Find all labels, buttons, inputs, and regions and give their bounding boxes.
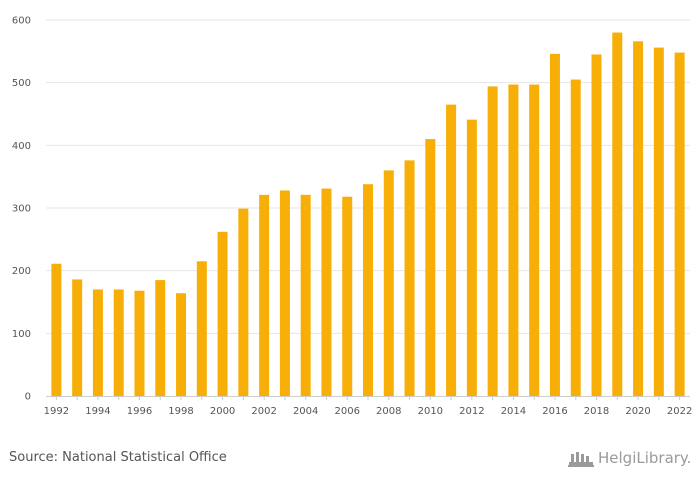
bar-1999[interactable] [196, 261, 207, 396]
bar-2002[interactable] [259, 194, 270, 396]
helgi-library-logo[interactable]: HelgiLibrary. [568, 447, 692, 469]
bar-2005[interactable] [321, 188, 332, 396]
bar-2015[interactable] [529, 84, 540, 397]
bar-2013[interactable] [487, 86, 498, 396]
y-tick-label: 300 [12, 204, 31, 215]
bar-1997[interactable] [155, 280, 166, 396]
y-axis-tick-labels: 0 100 200 300 400 500 600 [12, 16, 31, 403]
x-tick-label: 2000 [210, 406, 235, 417]
y-tick-label: 0 [25, 392, 31, 403]
x-tick-label: 2014 [501, 406, 526, 417]
x-tick-label: 2008 [376, 406, 401, 417]
bar-1995[interactable] [113, 289, 124, 396]
x-tick-label: 2020 [625, 406, 650, 417]
bar-2018[interactable] [591, 54, 602, 396]
bar-2010[interactable] [425, 139, 436, 397]
x-tick-label: 1996 [127, 406, 152, 417]
bar-2022[interactable] [674, 52, 685, 396]
bars [51, 32, 685, 397]
x-tick-label: 2002 [251, 406, 276, 417]
bar-2012[interactable] [466, 119, 477, 396]
y-tick-label: 200 [12, 266, 31, 277]
bar-2020[interactable] [633, 41, 644, 396]
y-tick-label: 500 [12, 78, 31, 89]
x-tick-label: 2018 [584, 406, 609, 417]
bar-chart: 0 100 200 300 400 500 600 1992 1994 1996 1998 2000… [12, 16, 693, 418]
bar-2000[interactable] [217, 231, 228, 396]
y-tick-label: 600 [12, 16, 31, 27]
x-tick-label: 2022 [667, 406, 692, 417]
bar-2014[interactable] [508, 84, 519, 397]
x-tick-label: 1992 [44, 406, 69, 417]
bar-2007[interactable] [363, 184, 373, 396]
bar-1996[interactable] [134, 290, 145, 396]
source-note: Source: National Statistical Office [9, 450, 227, 465]
bar-2001[interactable] [238, 208, 249, 396]
x-tick-label: 2004 [293, 406, 318, 417]
x-tick-label: 2016 [542, 406, 567, 417]
bar-1992[interactable] [51, 263, 62, 396]
bar-2011[interactable] [446, 104, 457, 396]
bar-1998[interactable] [176, 293, 187, 396]
bar-1994[interactable] [92, 289, 103, 396]
library-building-icon [568, 452, 594, 467]
bar-2006[interactable] [342, 196, 353, 396]
x-axis [46, 396, 690, 400]
y-tick-label: 100 [12, 329, 31, 340]
bar-1993[interactable] [72, 279, 83, 396]
bar-2016[interactable] [549, 53, 560, 397]
bar-2008[interactable] [383, 170, 394, 396]
x-tick-label: 2010 [418, 406, 443, 417]
x-axis-tick-labels: 1992 1994 1996 1998 2000 2002 2004 2006 2008 2010… [44, 406, 693, 417]
y-tick-label: 400 [12, 141, 31, 152]
bar-2021[interactable] [653, 47, 664, 396]
bar-2017[interactable] [570, 79, 581, 397]
x-tick-label: 2012 [459, 406, 484, 417]
bar-2003[interactable] [279, 190, 290, 396]
bar-2019[interactable] [612, 32, 623, 397]
brand-name: HelgiLibrary. [598, 449, 691, 467]
x-tick-label: 1998 [168, 406, 193, 417]
bar-2004[interactable] [300, 194, 311, 396]
bar-2009[interactable] [404, 160, 415, 396]
x-tick-label: 2006 [334, 406, 359, 417]
x-tick-label: 1994 [85, 406, 110, 417]
